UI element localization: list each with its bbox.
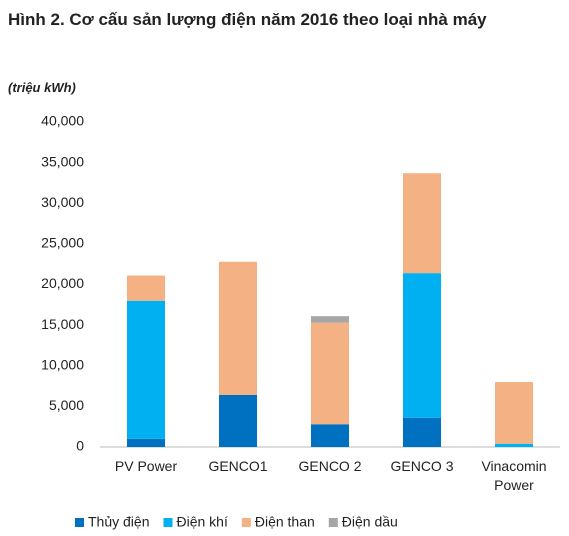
y-tick-label: 40,000 xyxy=(41,113,84,129)
bar-segment xyxy=(127,275,165,301)
legend-swatch xyxy=(75,518,84,527)
legend-label: Điện dầu xyxy=(342,514,398,530)
legend-swatch xyxy=(241,518,251,527)
bar-segment xyxy=(403,417,441,447)
y-tick-label: 35,000 xyxy=(41,153,84,169)
y-tick-label: 5,000 xyxy=(49,397,84,413)
bar-segment xyxy=(403,273,441,418)
bar-segment xyxy=(127,438,165,447)
bar-segment xyxy=(219,395,257,447)
chart-title: Hình 2. Cơ cấu sản lượng điện năm 2016 t… xyxy=(8,10,487,29)
bar-segment xyxy=(219,261,257,395)
bar-segment xyxy=(495,382,533,444)
bar-segment xyxy=(127,300,165,439)
bar-segment xyxy=(311,316,349,323)
x-tick-label: GENCO 2 xyxy=(298,458,362,474)
y-tick-label: 10,000 xyxy=(41,356,84,372)
x-tick-label: GENCO1 xyxy=(208,458,268,474)
legend-swatch xyxy=(163,518,173,527)
bar-segment xyxy=(311,322,349,425)
legend-label: Điện khí xyxy=(176,514,227,530)
chart-subtitle: (triệu kWh) xyxy=(8,80,76,95)
x-tick-label: PV Power xyxy=(114,458,178,474)
y-tick-label: 25,000 xyxy=(41,235,84,251)
x-tick-label: GENCO 3 xyxy=(390,458,454,474)
legend-swatch xyxy=(328,518,338,527)
x-tick-label: Vinacomin Power xyxy=(481,458,547,493)
y-tick-label: 30,000 xyxy=(41,194,84,210)
legend-label: Thủy điện xyxy=(88,514,149,530)
y-tick-label: 20,000 xyxy=(41,275,84,291)
y-tick-label: 15,000 xyxy=(41,316,84,332)
bar-segment xyxy=(311,424,349,447)
y-tick-label: 0 xyxy=(76,438,84,454)
legend-label: Điện than xyxy=(255,514,315,530)
bar-segment xyxy=(495,443,533,447)
bar-segment xyxy=(403,173,441,274)
